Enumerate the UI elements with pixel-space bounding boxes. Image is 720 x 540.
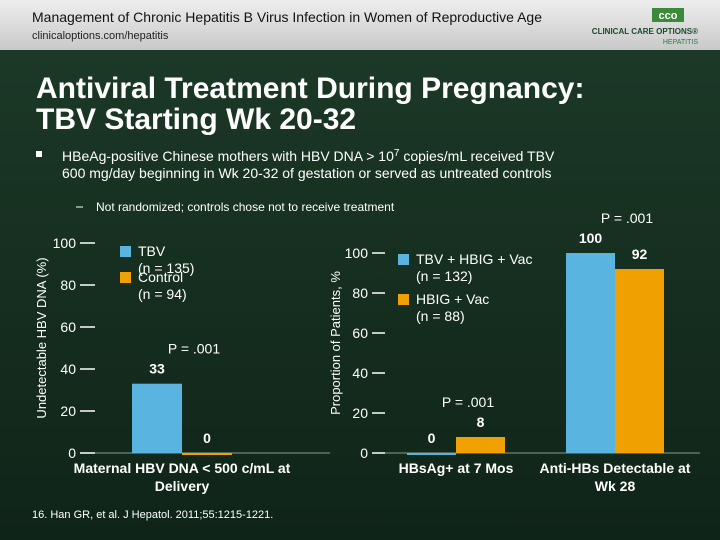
footnote: 16. Han GR, et al. J Hepatol. 2011;55:12… [32, 509, 273, 521]
y-axis-label: Undetectable HBV DNA (%) [34, 257, 49, 418]
bullet-text: 600 mg/day beginning in Wk 20-32 of gest… [62, 165, 552, 181]
y-tick-label: 20 [352, 405, 368, 421]
logo-box [652, 8, 684, 22]
legend-label: HBIG + Vac (n = 88) [416, 291, 489, 324]
header-title: Management of Chronic Hepatitis B Virus … [32, 9, 542, 25]
legend-line: HBIG + Vac [416, 291, 489, 307]
bar [615, 269, 664, 453]
value-label: 8 [477, 414, 485, 430]
bullet-part: copies/mL received TBV [399, 148, 555, 164]
annotation: P = .001 [601, 210, 654, 226]
legend-line: (n = 132) [416, 268, 472, 284]
logo-sub: HEPATITIS [663, 39, 698, 46]
header-bar [0, 0, 720, 50]
legend-swatch [120, 246, 131, 257]
y-tick-label: 0 [360, 445, 368, 461]
logo-name: CLINICAL CARE OPTIONS® [592, 27, 698, 36]
annotation: P = .001 [168, 341, 221, 357]
slide-title: Antiviral Treatment During Pregnancy: [36, 72, 584, 105]
y-tick-label: 100 [53, 235, 77, 251]
bullet-marker [36, 151, 42, 157]
bar [182, 453, 232, 455]
header-url: clinicaloptions.com/hepatitis [32, 30, 169, 42]
annotation: P = .001 [442, 394, 495, 410]
legend-line: TBV [138, 243, 166, 259]
sub-bullet: Not randomized; controls chose not to re… [96, 200, 395, 214]
legend-line: TBV + HBIG + Vac [416, 251, 532, 267]
y-tick-label: 60 [60, 319, 76, 335]
y-tick-label: 80 [60, 277, 76, 293]
bar [566, 253, 615, 453]
legend-swatch [398, 254, 409, 265]
bar [407, 453, 456, 455]
legend-line: Control [138, 269, 183, 285]
legend-line: (n = 135) [138, 260, 194, 276]
y-tick-label: 40 [60, 361, 76, 377]
y-axis-label: Proportion of Patients, % [328, 271, 343, 415]
value-label: 92 [632, 246, 648, 262]
value-label: 33 [149, 361, 165, 377]
value-label: 0 [428, 430, 436, 446]
x-tick-label: HBsAg+ at 7 Mos [398, 460, 514, 476]
bullet-part: HBeAg-positive Chinese mothers with HBV … [62, 148, 394, 164]
value-label: 100 [579, 230, 603, 246]
legend-line: (n = 88) [416, 308, 465, 324]
x-tick-label: Maternal HBV DNA < 500 c/mL at Delivery [73, 460, 291, 494]
y-tick-label: 80 [352, 285, 368, 301]
slide-title: TBV Starting Wk 20-32 [36, 103, 356, 136]
bullet-text: HBeAg-positive Chinese mothers with HBV … [62, 148, 555, 164]
legend-label: TBV (n = 135) [138, 243, 194, 276]
y-tick-label: 100 [345, 245, 369, 261]
y-tick-label: 60 [352, 325, 368, 341]
y-tick-label: 40 [352, 365, 368, 381]
value-label: 0 [203, 430, 211, 446]
superscript: 7 [394, 148, 400, 159]
legend-label: Control (n = 94) [138, 269, 187, 302]
y-tick-label: 20 [60, 403, 76, 419]
legend-label: TBV + HBIG + Vac (n = 132) [416, 251, 532, 284]
legend-swatch [398, 294, 409, 305]
x-tick-label: Anti-HBs Detectable at Wk 28 [539, 460, 691, 494]
logo-mark: cco [659, 10, 678, 22]
legend-swatch [120, 272, 131, 283]
legend-line: (n = 94) [138, 286, 187, 302]
bar [456, 437, 505, 453]
y-tick-label: 0 [68, 445, 76, 461]
bar [132, 383, 182, 453]
